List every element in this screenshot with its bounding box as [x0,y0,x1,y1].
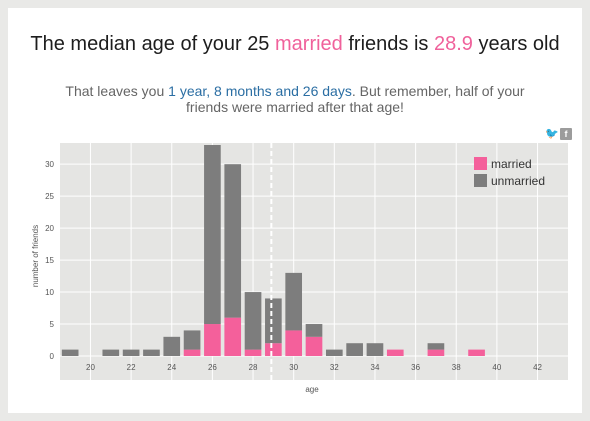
married-keyword: married [275,33,343,55]
x-tick-label: 32 [330,363,339,372]
bar-unmarried [163,336,181,356]
x-tick-labels: 20 22 24 26 28 30 32 34 36 38 40 42 [86,363,542,372]
median-age-headline: The median age of your 25 married friend… [28,34,562,54]
bar-married [244,349,262,356]
x-tick-label: 22 [127,363,136,372]
bar-unmarried [244,292,262,350]
x-tick-label: 42 [533,363,542,372]
bar-married [183,349,201,356]
bar-married [305,336,323,356]
bar-unmarried [305,324,323,337]
bar-married [468,349,485,356]
x-tick-label: 38 [452,363,461,372]
bar-unmarried [346,343,363,356]
x-tick-label: 34 [371,363,380,372]
bar-unmarried [61,349,79,356]
bar-married [265,343,282,356]
bar-married [427,349,445,356]
headline-mid: friends is [342,33,434,55]
headline-prefix: The median age of your 25 [30,33,275,55]
bar-unmarried [143,349,160,356]
twitter-icon[interactable]: 🐦 [545,128,559,140]
bar-unmarried [427,343,445,350]
bar-married [224,317,242,356]
legend: married unmarried [474,157,545,188]
bar-unmarried [325,349,343,356]
bars [61,145,485,356]
bar-unmarried [122,349,140,356]
subline-prefix: That leaves you [65,83,169,99]
y-tick-label: 25 [45,192,54,201]
x-tick-label: 24 [167,363,176,372]
facebook-icon[interactable]: f [560,128,572,140]
x-tick-label: 26 [208,363,217,372]
time-left-value: 1 year, 8 months and 26 days [168,83,352,99]
legend-label-unmarried: unmarried [491,174,545,188]
y-tick-label: 30 [45,160,54,169]
y-tick-label: 15 [45,256,54,265]
share-buttons: 🐦 f [545,128,572,140]
y-tick-label: 0 [50,352,55,361]
legend-swatch-married [474,157,487,170]
x-tick-label: 20 [86,363,95,372]
y-tick-labels: 0 5 10 15 20 25 30 [45,160,54,361]
subline-suffix: . But remember, half of your friends wer… [186,83,525,115]
legend-swatch-unmarried [474,174,487,187]
y-tick-label: 5 [50,320,55,329]
headline-suffix: years old [472,33,560,55]
y-tick-label: 20 [45,224,54,233]
y-tick-label: 10 [45,288,54,297]
legend-label-married: married [491,157,532,171]
bar-unmarried [204,145,221,325]
bar-unmarried [265,298,282,344]
bar-married [204,324,221,356]
x-axis-label: age [305,385,319,394]
bar-unmarried [285,272,303,331]
bar-unmarried [102,349,120,356]
x-tick-label: 40 [492,363,501,372]
median-age-value: 28.9 [433,33,473,55]
y-axis-label: number of friends [31,225,40,287]
bar-unmarried [224,164,242,318]
bar-unmarried [366,343,384,356]
x-tick-label: 36 [411,363,420,372]
time-left-subline: That leaves you 1 year, 8 months and 26 … [48,83,542,115]
x-tick-label: 28 [249,363,258,372]
x-tick-label: 30 [289,363,298,372]
bar-unmarried [183,330,201,350]
bar-married [386,349,404,356]
bar-married [285,330,303,356]
